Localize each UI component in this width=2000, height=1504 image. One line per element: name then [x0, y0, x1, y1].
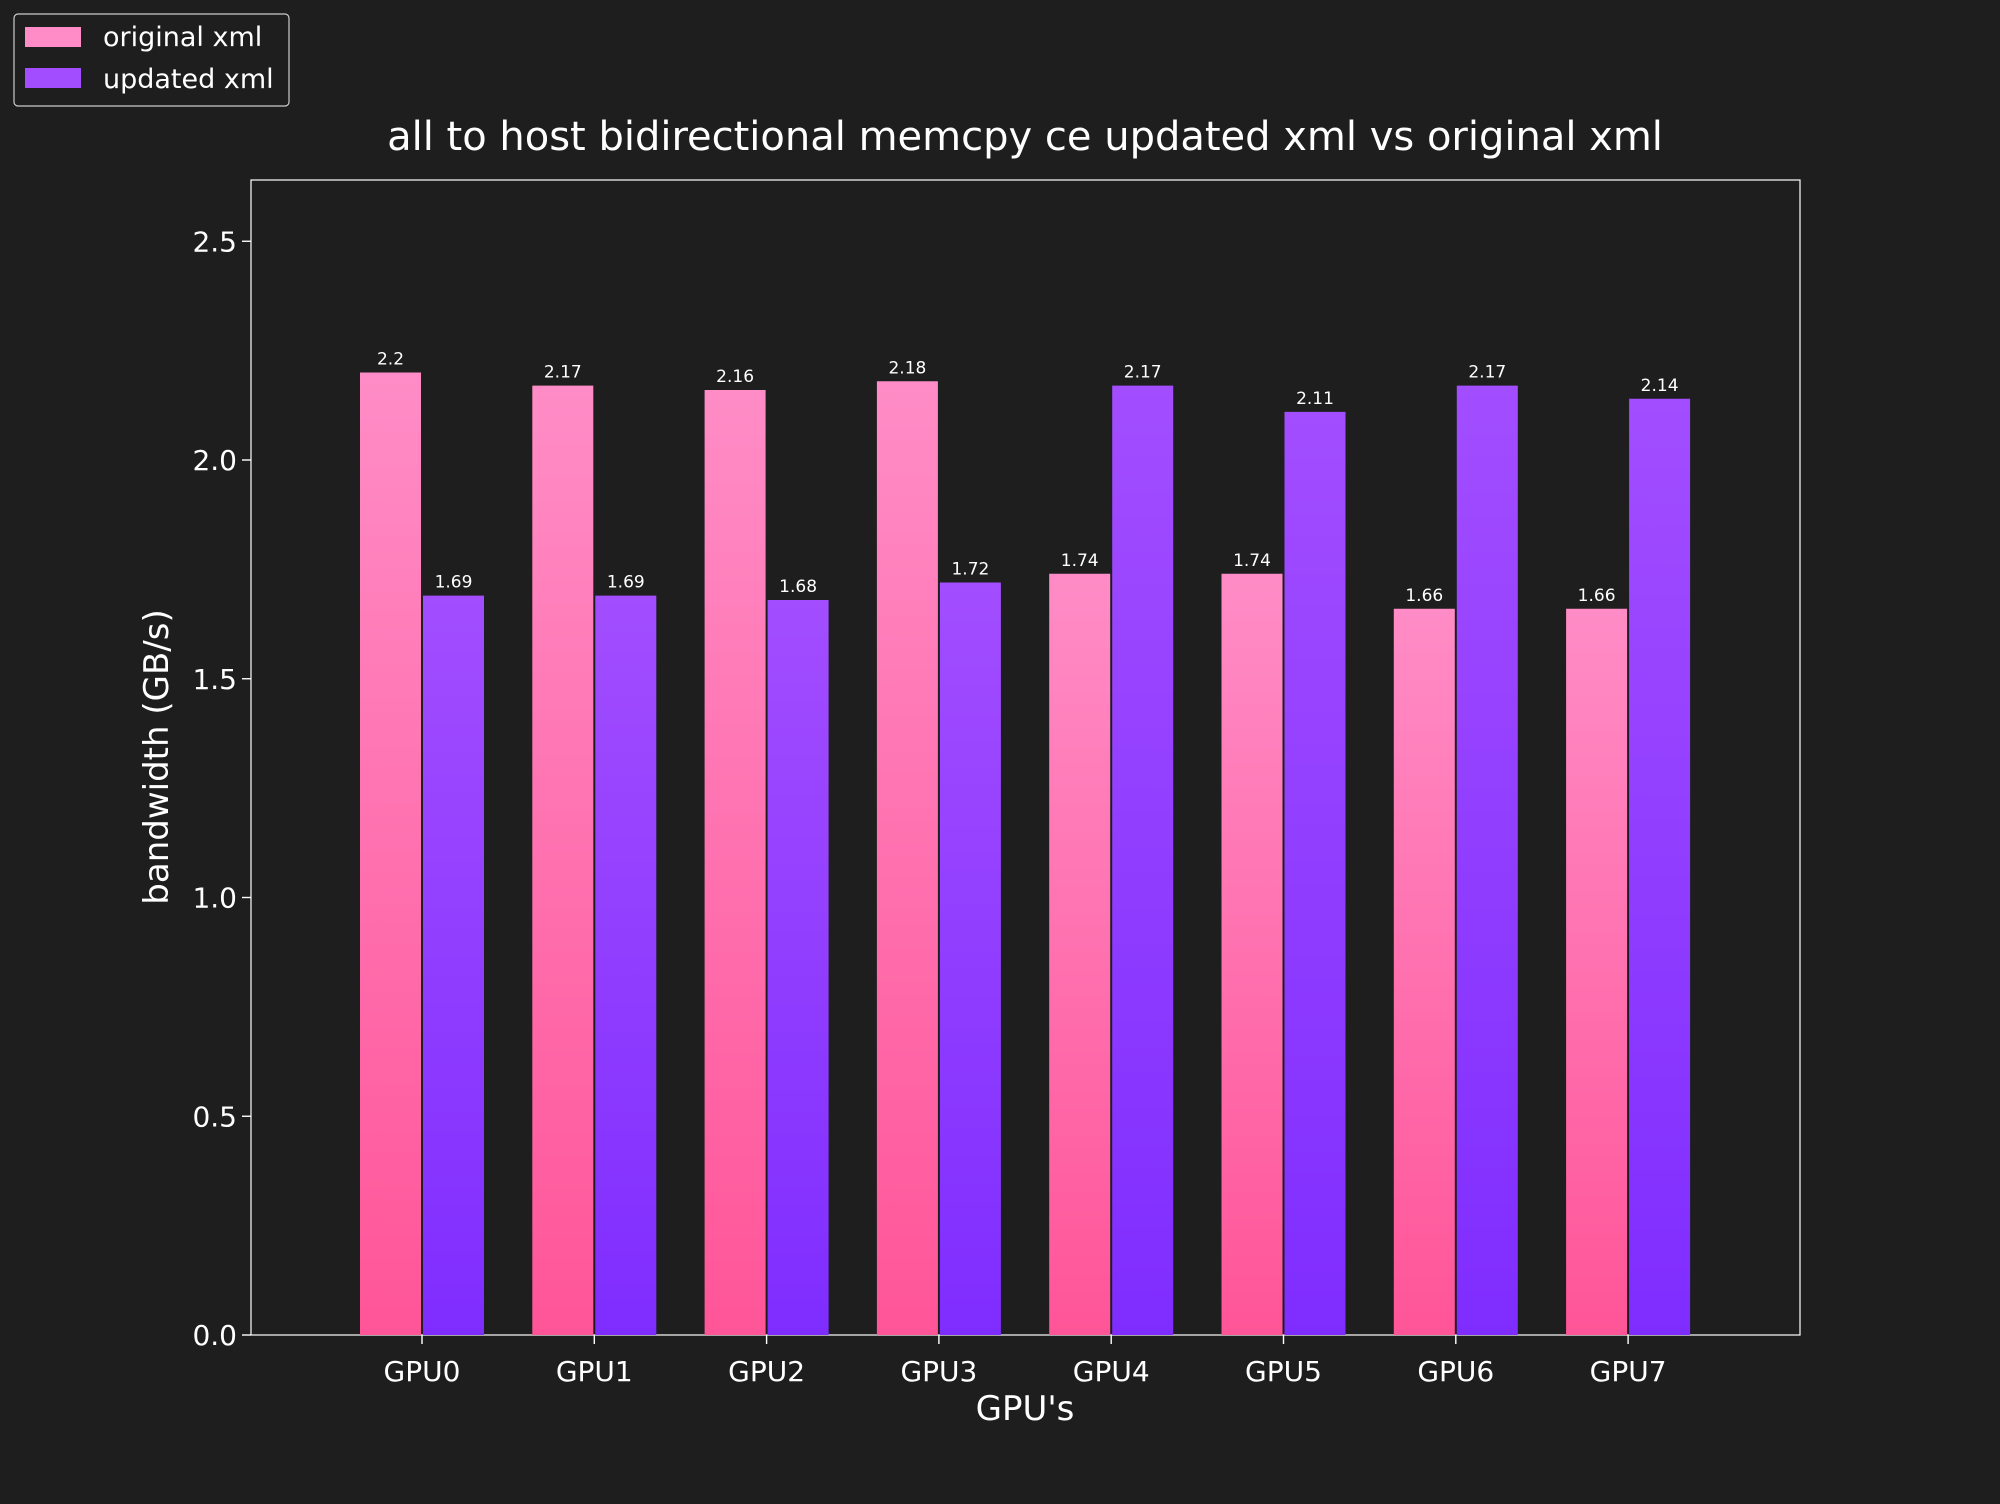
bar-value-label: 1.66: [1578, 586, 1616, 606]
bar-updated: [1629, 398, 1691, 1335]
y-tick-label: 0.5: [192, 1100, 237, 1133]
plot-frame: [250, 179, 1801, 1336]
legend-swatch-updated: [25, 68, 81, 88]
legend: original xml updated xml: [13, 13, 290, 107]
bar-original: [1393, 608, 1455, 1335]
y-tick-label: 1.5: [192, 663, 237, 696]
bar-updated: [1112, 385, 1174, 1335]
bar-value-label: 1.72: [951, 560, 989, 580]
legend-label-updated: updated xml: [103, 64, 274, 95]
bar-original: [1049, 573, 1111, 1335]
bar-value-label: 1.68: [779, 577, 817, 597]
bar-original: [360, 372, 421, 1335]
x-tick-label: GPU6: [1417, 1355, 1494, 1388]
bar-value-label: 2.17: [1468, 363, 1506, 383]
bar-value-label: 2.18: [888, 358, 926, 378]
x-axis-label: GPU's: [976, 1389, 1075, 1429]
legend-swatch-original: [25, 27, 81, 47]
x-tick-label: GPU3: [900, 1355, 977, 1388]
bar-updated: [423, 595, 484, 1335]
bar-value-label: 1.74: [1233, 551, 1271, 571]
bar-original: [1221, 573, 1283, 1335]
bar-updated: [1284, 411, 1346, 1335]
bar-value-label: 1.66: [1405, 586, 1443, 606]
y-axis-ticks: 0.0 0.5 1.0 1.5 2.0 2.5: [192, 225, 251, 1352]
bar-original: [532, 385, 594, 1335]
y-tick-label: 1.0: [192, 882, 237, 915]
x-tick-label: GPU2: [728, 1355, 805, 1388]
bar-original: [1566, 608, 1628, 1335]
bar-value-label: 2.2: [377, 350, 404, 370]
x-tick-label: GPU1: [556, 1355, 633, 1388]
bar-value-labels: 2.2 2.17 2.16 2.18 1.74 1.74 1.66 1.66 1.69 1.69 1…: [377, 350, 1679, 606]
x-tick-label: GPU7: [1590, 1355, 1667, 1388]
legend-label-original: original xml: [103, 22, 262, 53]
bar-value-label: 1.69: [435, 573, 473, 593]
y-tick-label: 2.0: [192, 444, 237, 477]
legend-box: [13, 13, 290, 107]
x-tick-label: GPU0: [384, 1355, 461, 1388]
x-axis-ticks: GPU0 GPU1 GPU2 GPU3 GPU4 GPU5 GPU6 GPU7: [384, 1335, 1667, 1388]
bar-value-label: 2.17: [1124, 363, 1162, 383]
y-tick-label: 2.5: [192, 225, 237, 258]
bar-updated: [1456, 385, 1518, 1335]
bar-value-label: 2.17: [544, 363, 582, 383]
y-axis-label: bandwidth (GB/s): [137, 609, 177, 904]
y-tick-label: 0.0: [192, 1319, 237, 1352]
bar-updated: [939, 582, 1001, 1335]
chart-title: all to host bidirectional memcpy ce upda…: [387, 114, 1663, 160]
bar-value-label: 2.16: [716, 367, 754, 387]
bar-value-label: 2.14: [1641, 376, 1679, 396]
bar-updated: [767, 600, 829, 1335]
bar-original: [876, 381, 938, 1335]
x-tick-label: GPU4: [1073, 1355, 1150, 1388]
bar-updated: [595, 595, 657, 1335]
bar-original: [704, 390, 766, 1335]
bars-group: [360, 372, 1691, 1335]
bar-value-label: 1.74: [1061, 551, 1099, 571]
bar-value-label: 1.69: [607, 573, 645, 593]
x-tick-label: GPU5: [1245, 1355, 1322, 1388]
bar-value-label: 2.11: [1296, 389, 1334, 409]
